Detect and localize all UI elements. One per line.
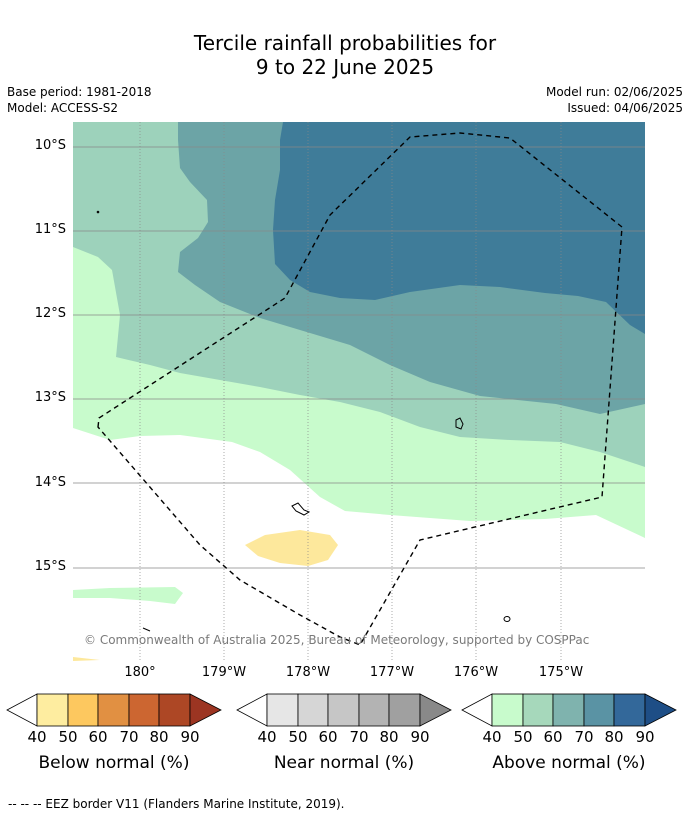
lat-label-13s: 13°S	[34, 390, 66, 405]
below-tick-50: 50	[58, 728, 78, 746]
below-tick-60: 60	[88, 728, 108, 746]
near-tick-60: 60	[318, 728, 338, 746]
colorbar-below-normal	[6, 693, 222, 727]
lon-label-180: 180°	[124, 665, 156, 680]
below-40-50-patch-south	[73, 657, 100, 661]
lat-label-15s: 15°S	[34, 559, 66, 574]
below-tick-90: 90	[180, 728, 200, 746]
above-tick-80: 80	[604, 728, 624, 746]
lat-label-10s: 10°S	[34, 138, 66, 153]
lon-label-175w: 175°W	[538, 665, 584, 680]
lat-label-12s: 12°S	[34, 306, 66, 321]
near-tick-80: 80	[379, 728, 399, 746]
above-tick-70: 70	[574, 728, 594, 746]
near-tick-50: 50	[288, 728, 308, 746]
lat-label-11s: 11°S	[34, 222, 66, 237]
above-tick-60: 60	[543, 728, 563, 746]
below-normal-title: Below normal (%)	[38, 753, 190, 773]
near-tick-70: 70	[349, 728, 369, 746]
near-normal-title: Near normal (%)	[273, 753, 415, 773]
issued-date: Issued: 04/06/2025	[567, 101, 683, 115]
lon-label-179w: 179°W	[201, 665, 247, 680]
base-period: Base period: 1981-2018	[7, 85, 152, 99]
map-title-line1: Tercile rainfall probabilities for	[193, 31, 497, 55]
colorbar-near-normal	[236, 693, 452, 727]
above-40-50-patch	[73, 587, 183, 604]
below-tick-80: 80	[149, 728, 169, 746]
above-normal-title: Above normal (%)	[492, 753, 646, 773]
model-name: Model: ACCESS-S2	[7, 101, 119, 115]
lat-label-14s: 14°S	[34, 475, 66, 490]
eez-footnote: -- -- -- EEZ border V11 (Flanders Marine…	[8, 797, 345, 811]
eez-border	[97, 132, 623, 646]
below-40-50-region	[245, 530, 338, 566]
below-tick-40: 40	[27, 728, 47, 746]
map-title-line2: 9 to 22 June 2025	[255, 55, 435, 79]
above-70-80-region	[273, 122, 645, 334]
model-run: Model run: 02/06/2025	[545, 85, 683, 99]
island-outlines	[96, 210, 511, 632]
colorbars	[6, 693, 677, 727]
lon-label-176w: 176°W	[453, 665, 499, 680]
map-gridlines	[73, 122, 645, 661]
copyright-notice: © Commonwealth of Australia 2025, Bureau…	[84, 633, 590, 647]
above-tick-40: 40	[482, 728, 502, 746]
lon-label-178w: 178°W	[285, 665, 331, 680]
below-tick-70: 70	[119, 728, 139, 746]
map-fills	[73, 122, 645, 661]
above-tick-90: 90	[635, 728, 655, 746]
above-tick-50: 50	[513, 728, 533, 746]
lon-label-177w: 177°W	[369, 665, 415, 680]
near-tick-90: 90	[410, 728, 430, 746]
near-tick-40: 40	[257, 728, 277, 746]
colorbar-above-normal	[461, 693, 677, 727]
